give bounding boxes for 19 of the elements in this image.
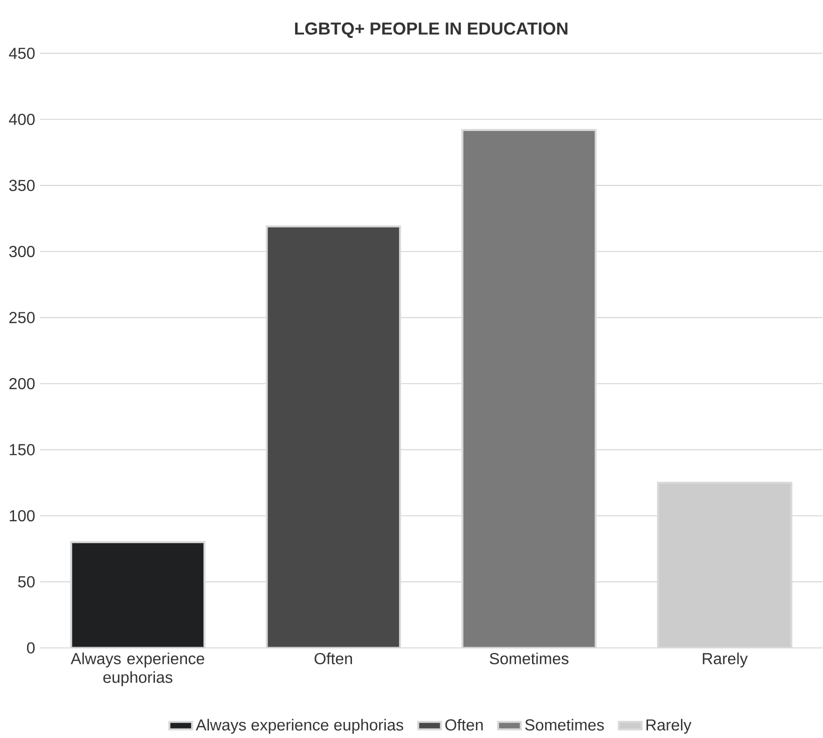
y-tick-label: 100 — [10, 510, 35, 522]
y-tick-label: 50 — [18, 576, 35, 588]
x-tick-label: Often — [314, 652, 352, 664]
y-tick-label: 400 — [8, 114, 35, 126]
y-tick-label: 200 — [9, 378, 35, 390]
x-tick-label: Sometimes — [490, 652, 568, 664]
legend-label: Always experience euphorias — [196, 718, 404, 734]
y-tick-label: 0 — [27, 642, 35, 654]
y-tick-label: 150 — [10, 444, 35, 456]
legend-label: Rarely — [646, 718, 692, 734]
chart-title: LGBTQ+ PEOPLE IN EDUCATION — [295, 22, 568, 38]
y-tick-label: 300 — [9, 246, 35, 258]
y-tick-label: 250 — [9, 312, 35, 324]
x-tick-label: Always experience euphorias — [70, 652, 204, 686]
legend-label: Often — [445, 718, 483, 731]
x-tick-label: Rarely — [702, 652, 748, 668]
y-tick-label: 350 — [9, 180, 35, 192]
y-tick-label: 450 — [8, 48, 35, 60]
legend-label: Sometimes — [525, 718, 604, 731]
